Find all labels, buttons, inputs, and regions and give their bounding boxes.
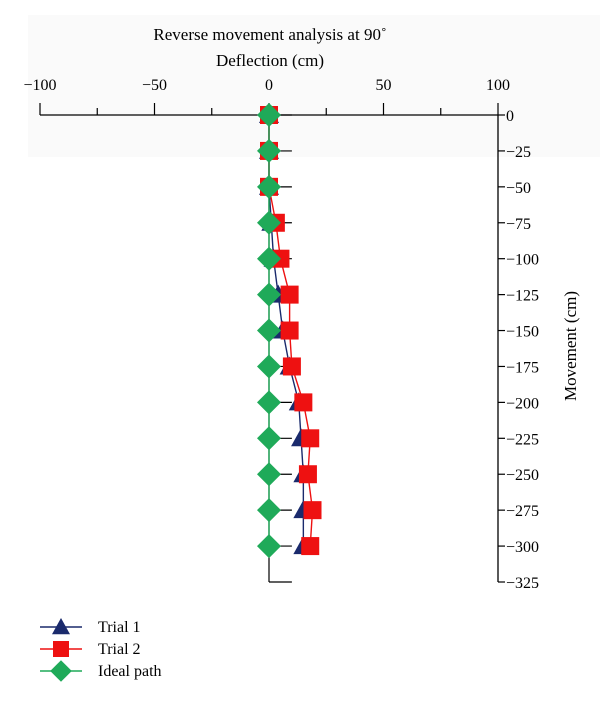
series-2-point [298, 465, 317, 484]
series-2-point [282, 357, 301, 376]
series-2-point [303, 501, 322, 520]
y-tick-label: −75 [506, 216, 531, 233]
series-3-point [257, 174, 281, 199]
chart-title: Reverse movement analysis at 90˚ [153, 25, 386, 44]
series-3-point [257, 318, 281, 343]
series-2-point [294, 393, 313, 412]
y-tick-label: −25 [506, 144, 531, 161]
legend-marker [50, 660, 72, 682]
series-3-point [257, 103, 281, 127]
x-tick-label: 100 [486, 77, 510, 94]
y-tick-label: −125 [506, 288, 539, 305]
legend: Trial 1 Trial 2 Ideal path [40, 618, 162, 682]
series-3-point [257, 354, 281, 379]
y-axis-label: Movement (cm) [561, 291, 580, 401]
y-tick-label: −325 [506, 575, 539, 592]
legend-label: Trial 1 [98, 619, 141, 636]
series-3-point [257, 282, 281, 307]
y-tick-label: −200 [506, 395, 539, 412]
series-3-point [257, 426, 281, 451]
y-tick-label: −50 [506, 180, 531, 197]
series-2-point [301, 429, 320, 448]
series-3-point [257, 462, 281, 487]
axes-group: −100 −50 0 50 100 0 −25 −50 −75 −100 −125 −150 −175 −… [23, 77, 539, 592]
x-tick-label: −50 [142, 77, 167, 94]
legend-marker [52, 618, 70, 635]
legend-label: Trial 2 [98, 641, 141, 658]
y-tick-label: −300 [506, 539, 539, 556]
series-3-point [257, 246, 281, 271]
legend-label: Ideal path [98, 663, 162, 680]
x-tick-label: −100 [23, 77, 56, 94]
y-tick-label: −175 [506, 359, 539, 376]
y-tick-label: −100 [506, 252, 539, 269]
series-3-point [257, 498, 281, 523]
y-tick-label: −250 [506, 467, 539, 484]
series-2-point [280, 321, 299, 340]
y-tick-label: −150 [506, 324, 539, 341]
y-tick-label: −275 [506, 503, 539, 520]
series-3-point [257, 390, 281, 415]
y-tick-label: 0 [506, 108, 514, 125]
plot-background-band [28, 15, 600, 157]
y-tick-label: −225 [506, 431, 539, 448]
legend-marker [53, 641, 69, 657]
series-3-point [257, 138, 281, 163]
x-tick-label: 0 [265, 77, 273, 94]
data-marks-group [257, 103, 322, 559]
series-3-point [257, 534, 281, 559]
series-3-point [257, 210, 281, 235]
series-2-point [301, 537, 320, 556]
x-axis-label: Deflection (cm) [216, 51, 324, 70]
series-2-point [280, 285, 299, 304]
x-tick-label: 50 [376, 77, 392, 94]
